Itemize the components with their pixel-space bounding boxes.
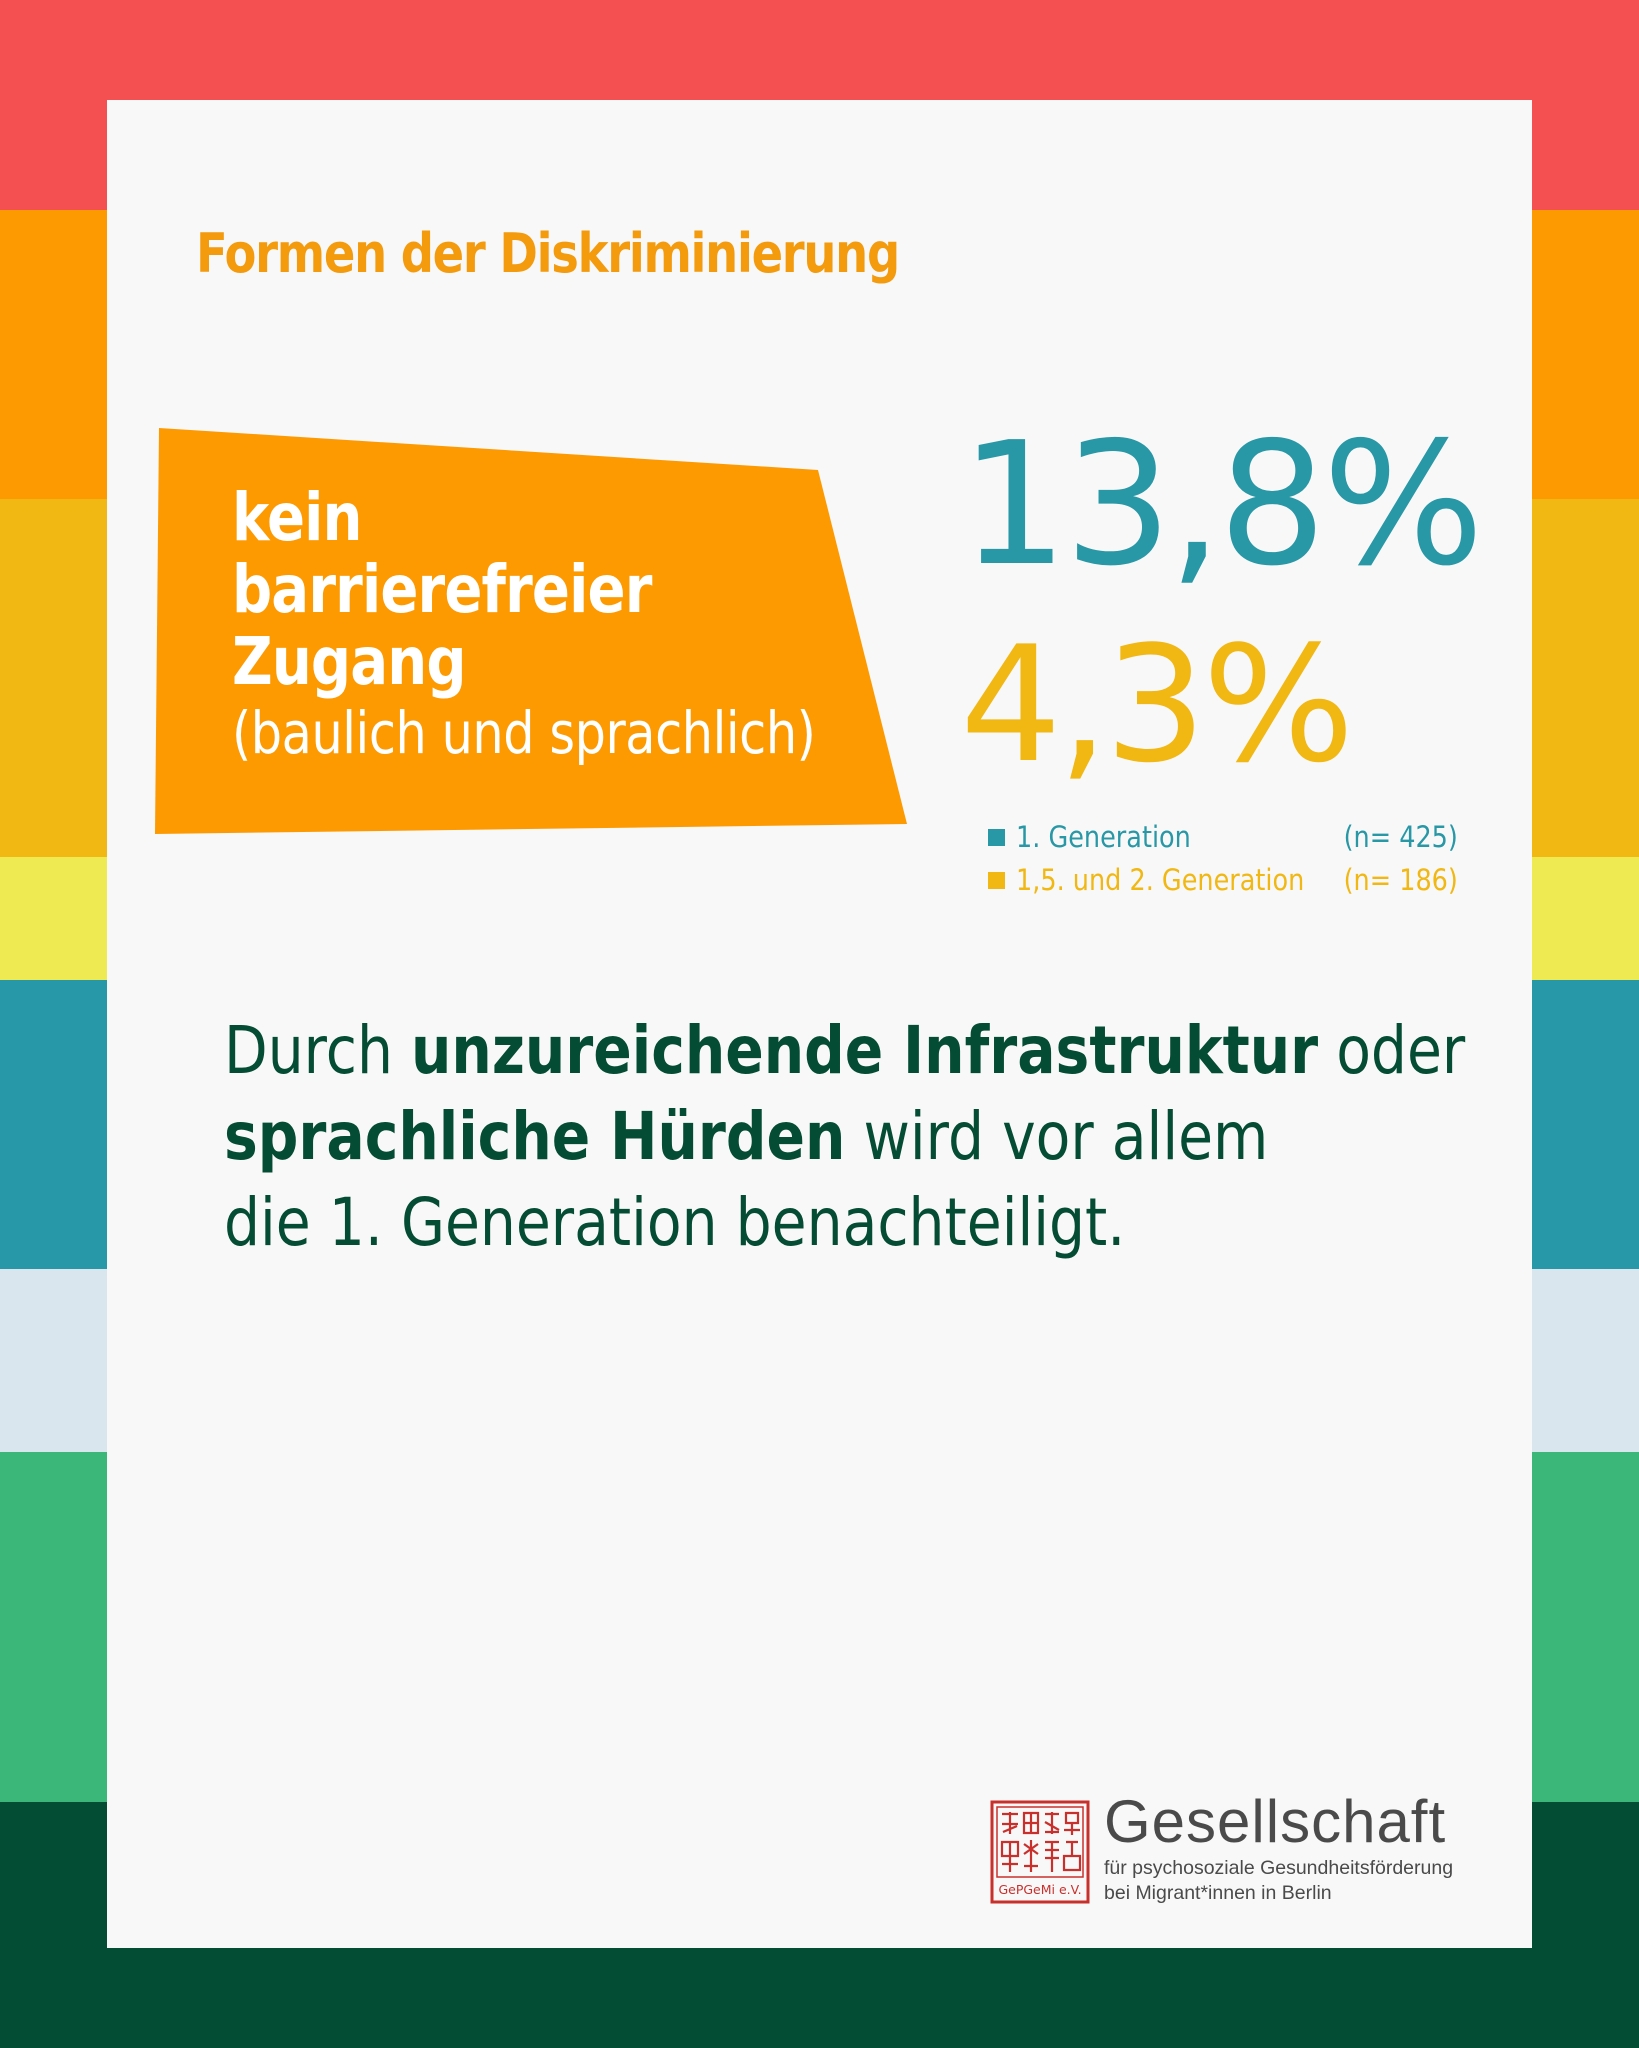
body-text-emphasis: unzureichende Infrastruktur xyxy=(410,1012,1319,1089)
logo-seal-icon: GePGeMi e.V. xyxy=(990,1800,1090,1904)
logo-tagline-2: bei Migrant*innen in Berlin xyxy=(1104,1882,1332,1904)
banner-label: kein barrierefreier Zugang (baulich und … xyxy=(232,479,816,768)
logo-tagline-1: für psychosoziale Gesundheitsförderung xyxy=(1104,1857,1454,1879)
banner-line-1: kein xyxy=(232,479,362,556)
legend-item-first-generation: 1. Generation (n= 425) xyxy=(988,820,1458,854)
banner-shape xyxy=(155,428,907,834)
legend-item-second-generation: 1,5. und 2. Generation (n= 186) xyxy=(988,863,1458,897)
legend-sample-size: (n= 425) xyxy=(1343,820,1458,854)
banner-line-3: Zugang xyxy=(232,623,466,700)
banner-subtitle: (baulich und sprachlich) xyxy=(232,699,816,767)
content-card xyxy=(107,100,1532,1948)
stat-second-generation: 4,3% xyxy=(960,611,1354,798)
legend-label: 1,5. und 2. Generation xyxy=(1016,863,1305,897)
body-text: Durch unzureichende Infrastruktur oder s… xyxy=(224,1008,1465,1266)
legend-label: 1. Generation xyxy=(1016,820,1191,854)
body-text-emphasis: sprachliche Hürden xyxy=(224,1098,846,1175)
body-line-1: Durch unzureichende Infrastruktur oder xyxy=(224,1008,1465,1094)
body-text-segment: Durch xyxy=(224,1012,411,1089)
body-text-segment: oder xyxy=(1318,1012,1466,1089)
stat-first-generation: 13,8% xyxy=(960,406,1484,604)
logo-wordmark: Gesellschaft xyxy=(1104,1788,1447,1855)
legend-swatch xyxy=(988,829,1005,846)
body-line-2: sprachliche Hürden wird vor allem xyxy=(224,1094,1465,1180)
legend-sample-size: (n= 186) xyxy=(1343,863,1458,897)
banner-line-2: barrierefreier xyxy=(232,551,652,628)
body-text-segment: wird vor allem xyxy=(845,1098,1269,1175)
legend-swatch xyxy=(988,872,1005,889)
body-line-3: die 1. Generation benachteiligt. xyxy=(224,1184,1126,1261)
page-title: Formen der Diskriminierung xyxy=(196,222,900,285)
svg-text:GePGeMi e.V.: GePGeMi e.V. xyxy=(998,1882,1081,1897)
